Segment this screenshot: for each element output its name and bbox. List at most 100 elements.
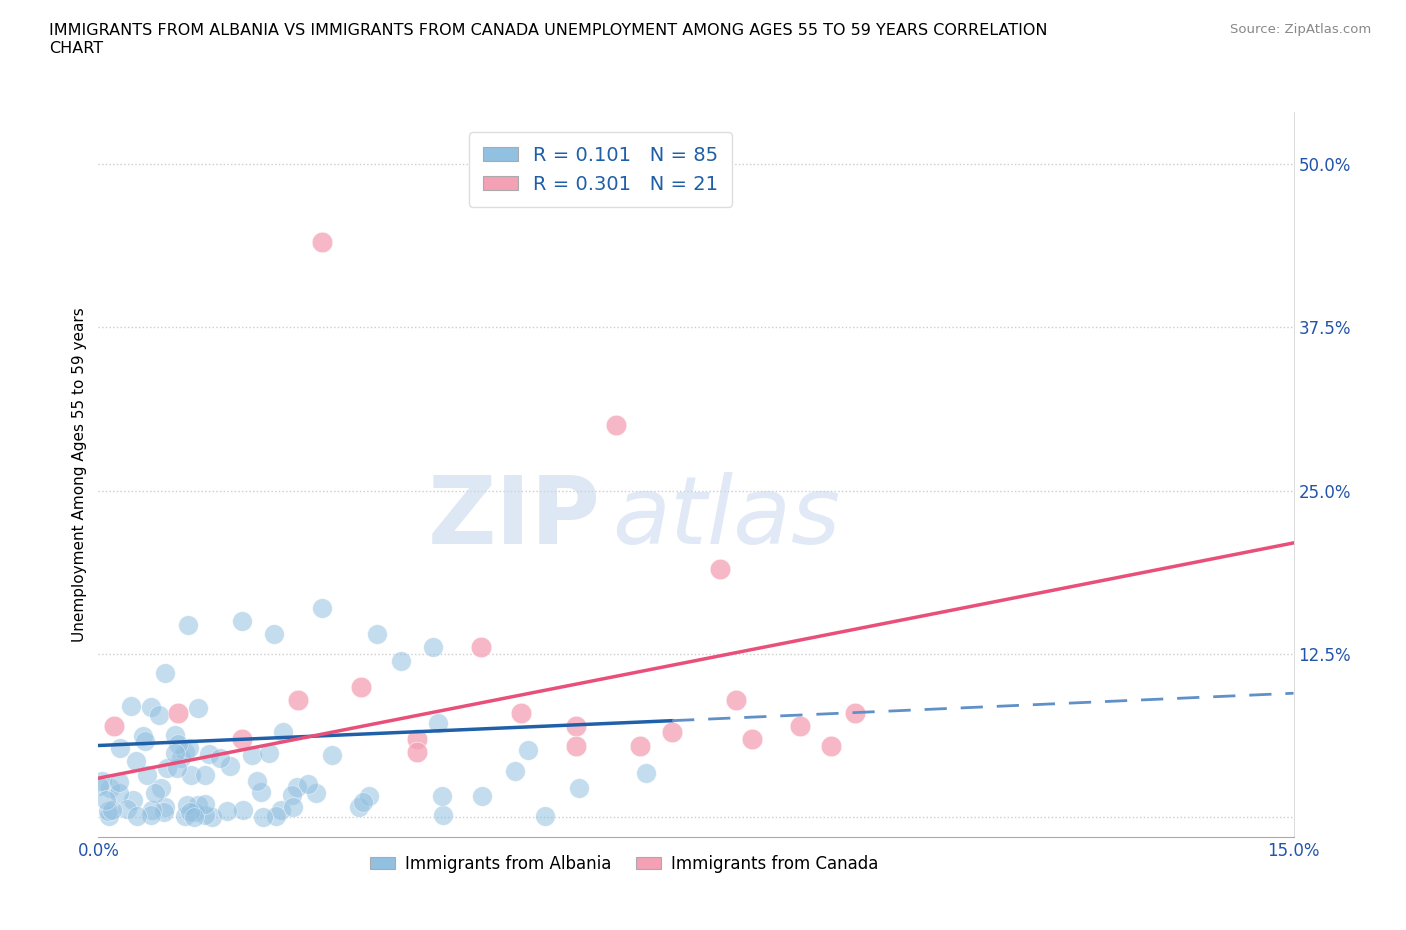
Point xyxy=(628,738,651,753)
Point xyxy=(180,768,202,783)
Point xyxy=(259,745,281,760)
Text: ZIP: ZIP xyxy=(427,472,600,564)
Point xyxy=(132,728,155,743)
Point xyxy=(349,800,371,815)
Point xyxy=(422,640,444,655)
Point xyxy=(321,748,343,763)
Point xyxy=(565,719,588,734)
Point xyxy=(406,732,429,747)
Point xyxy=(91,774,114,789)
Point xyxy=(148,708,170,723)
Point xyxy=(470,640,492,655)
Point xyxy=(108,740,131,755)
Point xyxy=(174,808,197,823)
Point xyxy=(250,785,273,800)
Point xyxy=(389,653,412,668)
Point xyxy=(366,627,388,642)
Point xyxy=(149,780,172,795)
Point xyxy=(121,792,143,807)
Point xyxy=(155,800,177,815)
Point xyxy=(427,716,450,731)
Point xyxy=(198,747,221,762)
Point xyxy=(107,775,129,790)
Point xyxy=(173,744,195,759)
Point xyxy=(156,761,179,776)
Point xyxy=(194,797,217,812)
Point xyxy=(170,751,193,765)
Point xyxy=(184,804,207,819)
Point xyxy=(231,732,253,747)
Point xyxy=(87,778,110,793)
Point xyxy=(97,804,120,818)
Point xyxy=(98,808,121,823)
Point xyxy=(741,732,763,747)
Point xyxy=(152,804,174,819)
Point xyxy=(141,699,163,714)
Text: IMMIGRANTS FROM ALBANIA VS IMMIGRANTS FROM CANADA UNEMPLOYMENT AMONG AGES 55 TO : IMMIGRANTS FROM ALBANIA VS IMMIGRANTS FR… xyxy=(49,23,1047,56)
Point xyxy=(183,809,205,824)
Point xyxy=(201,810,224,825)
Point xyxy=(231,614,253,629)
Point xyxy=(352,794,374,809)
Point xyxy=(432,789,454,804)
Point xyxy=(281,787,304,802)
Point xyxy=(311,601,333,616)
Point xyxy=(568,781,591,796)
Point xyxy=(143,786,166,801)
Point xyxy=(167,737,190,751)
Point xyxy=(108,786,131,801)
Point xyxy=(125,754,148,769)
Point xyxy=(141,803,163,817)
Point xyxy=(103,719,125,734)
Point xyxy=(187,797,209,812)
Point xyxy=(194,808,217,823)
Point xyxy=(96,792,118,807)
Point xyxy=(176,797,198,812)
Point xyxy=(217,804,239,818)
Point xyxy=(153,665,176,680)
Point xyxy=(287,779,309,794)
Point xyxy=(136,768,159,783)
Point xyxy=(357,788,380,803)
Point xyxy=(163,728,186,743)
Point xyxy=(271,724,294,739)
Point xyxy=(820,738,842,753)
Point xyxy=(120,698,142,713)
Point xyxy=(471,788,494,803)
Point xyxy=(281,799,304,814)
Text: Source: ZipAtlas.com: Source: ZipAtlas.com xyxy=(1230,23,1371,36)
Point xyxy=(167,705,190,720)
Legend: Immigrants from Albania, Immigrants from Canada: Immigrants from Albania, Immigrants from… xyxy=(363,848,886,880)
Point xyxy=(187,700,209,715)
Point xyxy=(176,618,198,632)
Point xyxy=(432,807,454,822)
Point xyxy=(287,692,309,707)
Point xyxy=(179,804,201,819)
Point xyxy=(605,418,627,432)
Point xyxy=(141,807,163,822)
Point xyxy=(503,764,526,778)
Point xyxy=(304,786,326,801)
Point xyxy=(98,781,121,796)
Point xyxy=(166,760,188,775)
Point xyxy=(115,802,138,817)
Point xyxy=(661,725,683,740)
Point xyxy=(240,748,263,763)
Point xyxy=(219,759,242,774)
Point xyxy=(565,738,588,753)
Point xyxy=(509,705,531,720)
Point xyxy=(177,741,200,756)
Point xyxy=(209,751,232,765)
Point xyxy=(533,808,555,823)
Point xyxy=(232,803,254,817)
Point xyxy=(246,773,269,788)
Point xyxy=(125,809,148,824)
Point xyxy=(297,777,319,791)
Point xyxy=(709,562,731,577)
Point xyxy=(844,705,866,720)
Point xyxy=(134,734,156,749)
Point xyxy=(406,745,429,760)
Point xyxy=(193,767,215,782)
Point xyxy=(270,803,292,817)
Y-axis label: Unemployment Among Ages 55 to 59 years: Unemployment Among Ages 55 to 59 years xyxy=(72,307,87,642)
